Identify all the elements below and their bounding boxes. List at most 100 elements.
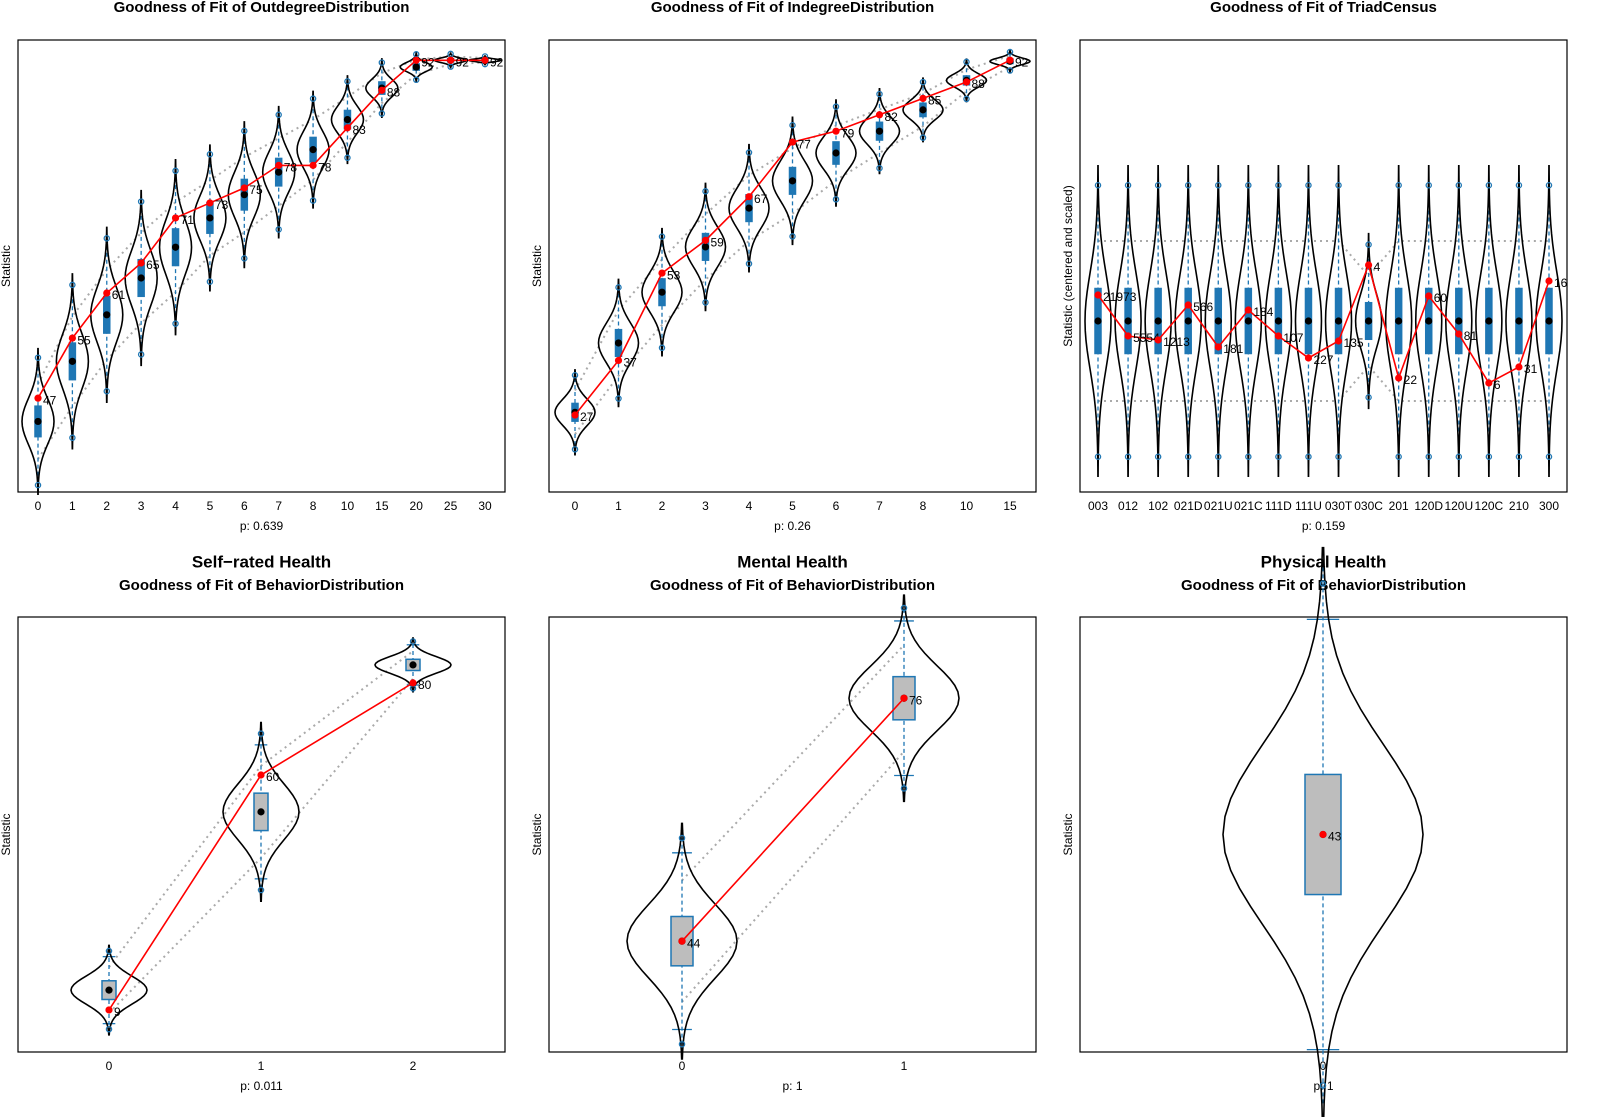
band-line bbox=[574, 65, 1011, 435]
x-tick-label: 1 bbox=[615, 499, 622, 513]
observed-label: 82 bbox=[885, 110, 899, 124]
x-tick-label: 021U bbox=[1204, 499, 1233, 513]
violin bbox=[261, 105, 296, 239]
sim-median bbox=[1515, 317, 1523, 325]
outlier bbox=[412, 76, 420, 84]
observed-label: 37 bbox=[624, 356, 638, 370]
sim-median bbox=[1485, 317, 1493, 325]
observed-point bbox=[1214, 343, 1222, 351]
observed-label: 79 bbox=[841, 126, 855, 140]
sim-median bbox=[745, 204, 753, 212]
violin bbox=[1414, 165, 1443, 477]
x-tick-label: 7 bbox=[275, 499, 282, 513]
sim-median bbox=[1365, 317, 1373, 325]
observed-label: 135 bbox=[1344, 336, 1364, 350]
plot-frame bbox=[548, 39, 1037, 493]
sim-median bbox=[658, 288, 666, 296]
outlier bbox=[378, 110, 386, 117]
y-axis-label: Statistic bbox=[1061, 813, 1075, 855]
observed-label: 76 bbox=[909, 693, 923, 707]
observed-point bbox=[962, 78, 971, 86]
outlier bbox=[571, 371, 579, 379]
outlier bbox=[1319, 580, 1327, 587]
observed-label: 81 bbox=[1464, 329, 1478, 343]
sim-median bbox=[1244, 317, 1252, 325]
outlier bbox=[1305, 453, 1312, 461]
violin bbox=[597, 278, 640, 408]
outlier bbox=[275, 111, 282, 119]
x-tick-label: 15 bbox=[1003, 499, 1017, 513]
violin bbox=[467, 55, 503, 66]
chart-subtitle: Goodness of Fit of BehaviorDistribution bbox=[650, 577, 935, 594]
observed-point bbox=[68, 334, 76, 342]
chart-title: Goodness of Fit of IndegreeDistribution bbox=[651, 0, 934, 16]
outlier bbox=[1395, 181, 1402, 189]
outlier bbox=[69, 434, 76, 442]
y-axis-label: Statistic bbox=[0, 813, 13, 855]
observed-label: 78 bbox=[284, 161, 298, 175]
outlier bbox=[257, 730, 265, 737]
violin bbox=[1264, 165, 1293, 477]
observed-point bbox=[875, 111, 884, 119]
x-tick-label: 5 bbox=[789, 499, 796, 513]
violin bbox=[124, 189, 158, 367]
chart-subtitle: Goodness of Fit of BehaviorDistribution bbox=[119, 577, 404, 594]
outlier bbox=[447, 63, 454, 70]
x-tick-label: 6 bbox=[833, 499, 840, 513]
outlier bbox=[1365, 394, 1372, 401]
x-axis-label: p: 0.159 bbox=[1302, 519, 1346, 533]
x-axis-label: p: 0.011 bbox=[240, 1079, 283, 1093]
x-axis-label: p: 1 bbox=[1313, 1079, 1333, 1093]
outlier bbox=[832, 196, 840, 203]
violin bbox=[1505, 165, 1533, 477]
violin bbox=[1204, 165, 1233, 477]
sim-median bbox=[1425, 317, 1433, 325]
observed-label: 92 bbox=[1015, 55, 1029, 69]
observed-label: 181 bbox=[1223, 342, 1243, 356]
x-tick-label: 0 bbox=[572, 499, 579, 513]
outlier bbox=[702, 188, 709, 195]
violin bbox=[1354, 232, 1383, 410]
observed-point bbox=[1274, 332, 1282, 340]
x-tick-label: 10 bbox=[341, 499, 355, 513]
observed-label: 184 bbox=[1253, 305, 1273, 319]
outlier bbox=[309, 95, 317, 102]
observed-point bbox=[1395, 374, 1403, 382]
outlier bbox=[658, 233, 666, 240]
observed-point bbox=[571, 411, 579, 419]
observed-point bbox=[658, 269, 666, 277]
observed-point bbox=[832, 127, 840, 135]
outlier bbox=[1184, 181, 1192, 189]
x-tick-label: 25 bbox=[444, 499, 458, 513]
sim-median bbox=[701, 243, 710, 251]
violin bbox=[815, 99, 857, 207]
observed-label: 47 bbox=[43, 393, 57, 407]
x-tick-label: 030C bbox=[1354, 499, 1383, 513]
violin bbox=[433, 52, 468, 69]
y-axis-label: Statistic bbox=[0, 245, 13, 287]
outlier bbox=[1485, 453, 1493, 461]
outlier bbox=[1154, 181, 1162, 189]
violin bbox=[55, 273, 90, 450]
observed-label: 4 bbox=[1374, 260, 1381, 274]
violin bbox=[728, 143, 770, 273]
chart-title: Goodness of Fit of TriadCensus bbox=[1210, 0, 1437, 16]
observed-label: 27 bbox=[580, 410, 594, 424]
x-tick-label: 1 bbox=[69, 499, 76, 513]
plot-frame bbox=[17, 39, 506, 493]
sim-median bbox=[1184, 317, 1192, 325]
x-tick-label: 5 bbox=[207, 499, 214, 513]
x-tick-label: 021C bbox=[1234, 499, 1263, 513]
outlier bbox=[1275, 181, 1282, 189]
observed-point bbox=[1485, 379, 1493, 387]
observed-point bbox=[1334, 337, 1343, 345]
x-tick-label: 111U bbox=[1295, 499, 1322, 513]
sim-median bbox=[1395, 317, 1403, 325]
x-tick-label: 201 bbox=[1389, 499, 1409, 513]
violin bbox=[374, 637, 452, 693]
outlier bbox=[1006, 67, 1014, 74]
observed-label: 107 bbox=[1283, 331, 1303, 345]
outlier bbox=[919, 78, 927, 86]
observed-label: 16 bbox=[1554, 276, 1568, 290]
observed-label: 88 bbox=[972, 77, 986, 91]
